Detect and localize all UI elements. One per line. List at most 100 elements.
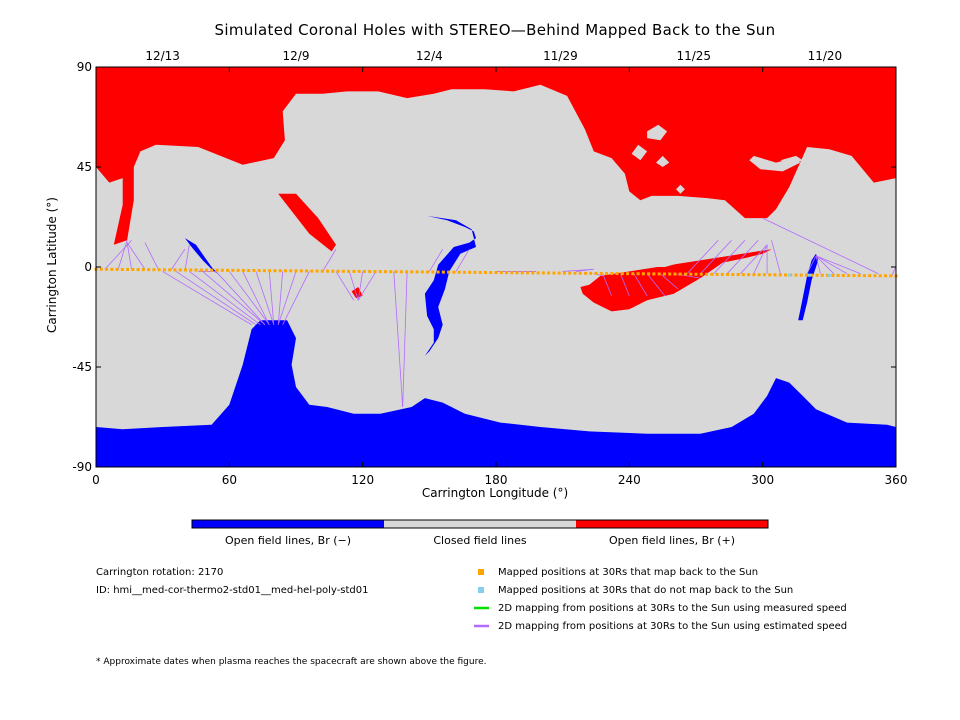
- mapped-position-point: [273, 269, 277, 273]
- mapped-position-point: [631, 272, 635, 276]
- closed-field-island-3: [631, 144, 648, 161]
- estimated-speed-line-26: [393, 271, 404, 408]
- mapped-position-point: [699, 272, 703, 276]
- mapped-position-point: [394, 270, 398, 274]
- mapped-position-point: [257, 269, 261, 273]
- mapping-lines: [104, 217, 897, 408]
- mapped-position-point: [120, 267, 124, 271]
- mapped-position-point: [657, 272, 661, 276]
- mapped-position-point: [862, 274, 866, 278]
- colorbar-segment-1: [192, 520, 384, 528]
- estimated-speed-line-45: [726, 240, 759, 274]
- mapped-position-point: [520, 271, 524, 275]
- mapped-position-point: [647, 272, 651, 276]
- estimated-speed-line-29: [455, 249, 470, 272]
- mapped-position-point: [810, 273, 814, 277]
- mapped-position-point: [747, 273, 751, 277]
- positive-coronal-hole-4: [351, 287, 363, 299]
- mapped-position-point: [347, 269, 351, 273]
- negative-coronal-hole-2: [424, 215, 476, 356]
- mapped-position-point: [731, 273, 735, 277]
- unmapped-position-point: [827, 273, 831, 277]
- mapped-position-point: [757, 273, 761, 277]
- mapped-position-point: [99, 267, 103, 271]
- unmapped-position-point: [807, 273, 811, 277]
- axes: 0 60 120 180 240 300 360 -90 -45 0 45 90 12/13 12/9 12…: [72, 49, 907, 487]
- y-tick-label: -90: [72, 460, 92, 474]
- colorbar-label-closed: Closed field lines: [433, 534, 527, 547]
- estimated-speed-line-25: [357, 271, 377, 301]
- mapped-position-point: [399, 270, 403, 274]
- mapped-position-point: [431, 270, 435, 274]
- footnote: * Approximate dates when plasma reaches …: [96, 657, 487, 667]
- mapped-position-point: [236, 268, 240, 272]
- mapped-position-point: [594, 271, 598, 275]
- mapped-position-point: [473, 270, 477, 274]
- mapped-position-point: [568, 271, 572, 275]
- mapped-position-point: [405, 270, 409, 274]
- mapped-position-point: [662, 272, 666, 276]
- x-axis-label: Carrington Longitude (°): [421, 486, 569, 500]
- mapped-position-point: [526, 271, 530, 275]
- x-tick-label: 300: [751, 473, 774, 487]
- y-tick-label: -45: [72, 360, 92, 374]
- y-axis-label: Carrington Latitude (°): [45, 197, 59, 333]
- mapped-position-point: [278, 269, 282, 273]
- estimated-speed-line-20: [282, 271, 310, 325]
- estimated-speed-line-12: [202, 271, 266, 326]
- mapped-position-point: [720, 272, 724, 276]
- mapped-position-point: [462, 270, 466, 274]
- mapped-position-point: [410, 270, 414, 274]
- mapped-position-point: [457, 270, 461, 274]
- colorbar-segment-3: [576, 520, 768, 528]
- mapped-position-point: [141, 268, 145, 272]
- mapped-position-point: [889, 274, 893, 278]
- mapped-position-point: [741, 273, 745, 277]
- estimated-speed-line-27: [402, 271, 408, 408]
- light-blue-square-icon: [478, 587, 484, 593]
- mapped-position-point: [883, 274, 887, 278]
- mapped-position-point: [110, 267, 114, 271]
- mapped-position-point: [778, 273, 782, 277]
- mapped-position-point: [483, 270, 487, 274]
- mapped-position-point: [247, 268, 251, 272]
- top-date-label: 11/25: [676, 49, 711, 63]
- mapped-position-point: [683, 272, 687, 276]
- estimated-speed-line-7: [184, 244, 190, 272]
- mapped-position-point: [805, 273, 809, 277]
- negative-coronal-hole-3: [184, 238, 219, 274]
- estimated-speed-line-6: [171, 249, 186, 270]
- mapped-position-point: [589, 271, 593, 275]
- mapped-position-point: [262, 269, 266, 273]
- mapped-position-point: [162, 268, 166, 272]
- estimated-speed-line-39: [646, 273, 666, 297]
- mapped-position-point: [215, 268, 219, 272]
- y-tick-label: 90: [77, 60, 92, 74]
- estimated-speed-line-52: [815, 255, 835, 274]
- mapped-position-point: [557, 271, 561, 275]
- estimated-speed-line-11: [189, 271, 261, 326]
- estimated-speed-line-43: [700, 240, 732, 274]
- x-tick-label: 120: [351, 473, 374, 487]
- mapped-position-point: [768, 273, 772, 277]
- mapped-position-point: [268, 269, 272, 273]
- estimated-speed-line-46: [740, 244, 768, 274]
- estimated-speed-line-23: [348, 271, 359, 301]
- estimated-speed-line-4: [126, 242, 146, 270]
- negative-coronal-hole-4: [798, 253, 819, 321]
- mapped-position-point: [605, 271, 609, 275]
- mapped-position-point: [147, 268, 151, 272]
- positive-coronal-hole-3: [580, 249, 772, 312]
- mapped-position-point: [283, 269, 287, 273]
- mapped-position-point: [373, 270, 377, 274]
- estimated-speed-line-24: [357, 271, 364, 301]
- mapped-position-point: [331, 269, 335, 273]
- x-tick-label: 60: [222, 473, 237, 487]
- mapped-position-point: [115, 267, 119, 271]
- estimated-speed-line-53: [815, 255, 848, 275]
- mapped-position-point: [673, 272, 677, 276]
- mapped-position-point: [715, 272, 719, 276]
- mapped-position-point: [536, 271, 540, 275]
- top-date-label: 11/20: [808, 49, 843, 63]
- y-tick-label: 0: [84, 260, 92, 274]
